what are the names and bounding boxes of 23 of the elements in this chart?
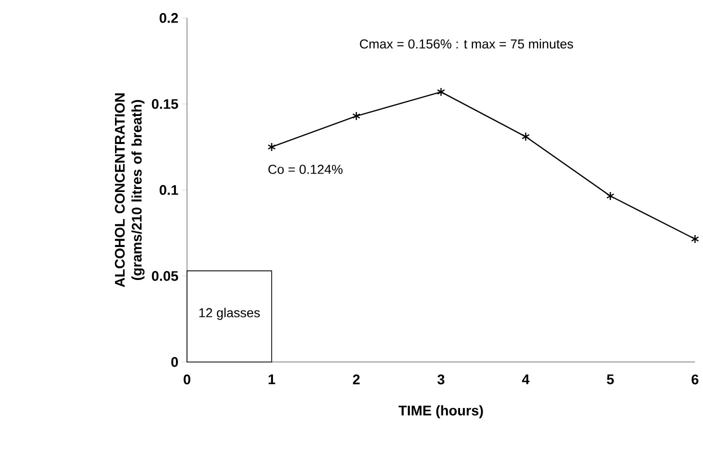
point (522, 132, 530, 142)
y-tick-label: 0.1 (160, 185, 178, 195)
point (606, 191, 614, 201)
point (352, 111, 360, 121)
x-tick-label: 3 (437, 374, 444, 384)
y-tick-label: 0.2 (160, 13, 178, 23)
x-tick-label: 0 (184, 374, 190, 384)
x-tick-label: 4 (522, 374, 530, 384)
x-tick-label: 6 (692, 374, 698, 384)
x-tick-label: 5 (606, 374, 614, 384)
point (436, 87, 446, 97)
annotation: 12 glasses (199, 308, 260, 320)
x-axis-title: TIME (hours) (398, 405, 483, 418)
y-tick-label: 0 (171, 357, 178, 367)
point (690, 234, 700, 244)
y-axis-title: ALCOHOL CONCENTRATION (grams/210 litres of breath) (114, 93, 144, 288)
point (268, 142, 276, 152)
y-tick-label: 0.15 (152, 99, 178, 109)
x-tick-label: 1 (268, 374, 276, 384)
x-tick-label: 2 (352, 374, 360, 384)
annotation: Cmax = 0.156% : t max = 75 minutes (360, 39, 574, 49)
annotation: Co = 0.124% (268, 164, 343, 174)
y-tick-label: 0.05 (152, 271, 178, 281)
